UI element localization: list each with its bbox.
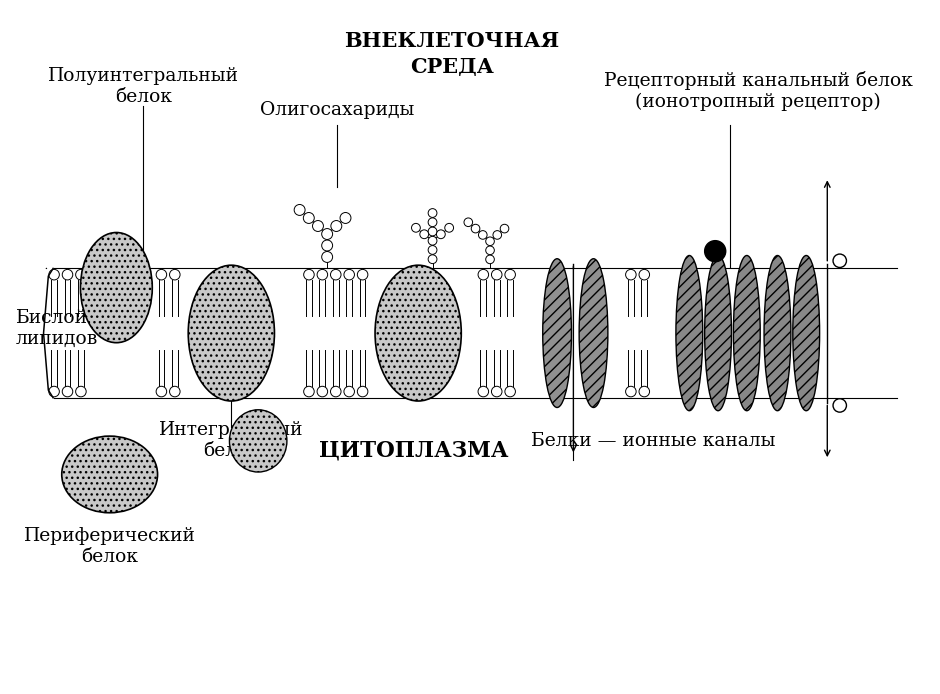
Circle shape: [321, 240, 333, 251]
Circle shape: [344, 269, 354, 280]
Circle shape: [156, 269, 166, 280]
Circle shape: [505, 387, 515, 397]
Ellipse shape: [676, 255, 703, 411]
Circle shape: [344, 387, 354, 397]
Circle shape: [304, 269, 314, 280]
Text: Периферический
белок: Периферический белок: [24, 527, 196, 566]
Circle shape: [340, 212, 351, 223]
Circle shape: [428, 227, 437, 236]
Text: Бислой
липидов: Бислой липидов: [16, 309, 98, 348]
Circle shape: [639, 387, 650, 397]
Circle shape: [464, 218, 473, 226]
Circle shape: [428, 255, 437, 264]
Text: Олигосахариды: Олигосахариды: [259, 101, 414, 119]
Circle shape: [486, 237, 494, 246]
Circle shape: [705, 241, 726, 262]
Circle shape: [304, 212, 314, 223]
Circle shape: [420, 230, 429, 239]
Ellipse shape: [229, 409, 287, 472]
Circle shape: [321, 228, 333, 239]
Circle shape: [75, 387, 86, 397]
Circle shape: [169, 269, 180, 280]
Circle shape: [493, 230, 502, 239]
Circle shape: [478, 269, 489, 280]
Text: Белки — ионные каналы: Белки — ионные каналы: [531, 432, 775, 450]
Ellipse shape: [542, 259, 572, 407]
Circle shape: [49, 269, 59, 280]
Circle shape: [626, 387, 636, 397]
Circle shape: [505, 269, 515, 280]
Ellipse shape: [764, 255, 791, 411]
Ellipse shape: [188, 265, 274, 401]
Ellipse shape: [62, 436, 158, 513]
Circle shape: [321, 251, 333, 262]
Circle shape: [49, 387, 59, 397]
Ellipse shape: [792, 255, 820, 411]
Circle shape: [412, 223, 420, 232]
Circle shape: [428, 246, 437, 255]
Circle shape: [492, 387, 502, 397]
Circle shape: [156, 387, 166, 397]
Circle shape: [428, 237, 437, 245]
Circle shape: [428, 218, 437, 227]
Circle shape: [445, 223, 454, 232]
Circle shape: [478, 387, 489, 397]
Ellipse shape: [705, 255, 731, 411]
Circle shape: [331, 269, 341, 280]
Circle shape: [471, 224, 479, 233]
Circle shape: [478, 230, 487, 239]
Circle shape: [626, 269, 636, 280]
Circle shape: [294, 205, 306, 215]
Circle shape: [62, 269, 72, 280]
Circle shape: [312, 221, 323, 232]
Circle shape: [833, 254, 846, 267]
Text: ВНЕКЛЕТОЧНАЯ: ВНЕКЛЕТОЧНАЯ: [344, 31, 559, 51]
Ellipse shape: [579, 259, 608, 407]
Circle shape: [62, 387, 72, 397]
Text: Рецепторный канальный белок
(ионотропный рецептор): Рецепторный канальный белок (ионотропный…: [603, 71, 913, 111]
Circle shape: [75, 269, 86, 280]
Circle shape: [639, 269, 650, 280]
Circle shape: [486, 246, 494, 255]
Circle shape: [833, 399, 846, 412]
Text: СРЕДА: СРЕДА: [410, 57, 494, 77]
Circle shape: [317, 269, 328, 280]
Text: Полуинтегральный
белок: Полуинтегральный белок: [48, 67, 239, 105]
Ellipse shape: [733, 255, 760, 411]
Ellipse shape: [81, 232, 152, 343]
Text: Интегральный
белок: Интегральный белок: [159, 421, 304, 460]
Circle shape: [436, 230, 446, 239]
Circle shape: [357, 387, 368, 397]
Ellipse shape: [375, 265, 462, 401]
Circle shape: [169, 387, 180, 397]
Circle shape: [331, 221, 342, 232]
Circle shape: [492, 269, 502, 280]
Text: ЦИТОПЛАЗМА: ЦИТОПЛАЗМА: [319, 439, 509, 462]
Circle shape: [317, 387, 328, 397]
Circle shape: [331, 387, 341, 397]
Circle shape: [486, 255, 494, 264]
Circle shape: [304, 387, 314, 397]
Circle shape: [428, 209, 437, 217]
Circle shape: [500, 224, 509, 233]
Circle shape: [357, 269, 368, 280]
